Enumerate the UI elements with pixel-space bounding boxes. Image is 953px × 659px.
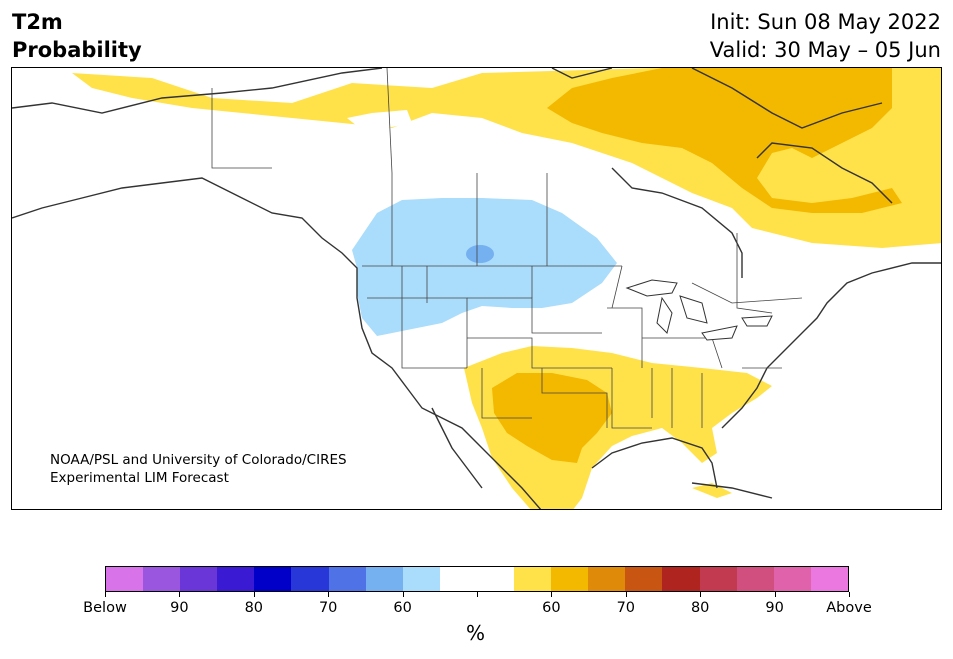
colorbar-tick-label: 60	[542, 600, 561, 616]
political-borders	[211, 68, 803, 429]
great-lakes	[625, 279, 773, 341]
colorbar-tick	[849, 592, 850, 597]
colorbar-tick	[477, 592, 478, 597]
colorbar-tick-label: Above	[826, 600, 872, 616]
colorbar-segment	[254, 567, 292, 591]
colorbar-tick	[700, 592, 702, 597]
colorbar-segment	[402, 567, 440, 591]
colorbar-segment	[699, 567, 737, 591]
colorbar-tick	[328, 592, 330, 597]
colorbar-segment	[736, 567, 774, 591]
colorbar-tick-label: 80	[690, 600, 710, 616]
colorbar-tick-label: 60	[393, 600, 412, 616]
colorbar-segment	[365, 567, 403, 591]
above-70-region-south	[492, 373, 612, 463]
colorbar-segment	[476, 567, 515, 591]
colorbar-segment	[328, 567, 366, 591]
chart-title: T2m Probability	[12, 8, 142, 64]
colorbar-tick	[551, 592, 553, 597]
colorbar-segment	[291, 567, 329, 591]
colorbar-tick-label: 90	[170, 600, 189, 616]
colorbar-tick	[105, 592, 106, 597]
colorbar-tick	[179, 592, 181, 597]
colorbar-segment	[625, 567, 663, 591]
colorbar	[105, 566, 849, 592]
colorbar-tick-label: 90	[765, 600, 784, 616]
colorbar-tick	[402, 592, 404, 597]
colorbar-segment	[662, 567, 700, 591]
below-70-region	[466, 245, 494, 263]
colorbar-segment	[106, 567, 144, 591]
credit-line-2: Experimental LIM Forecast	[50, 470, 229, 486]
probability-map	[12, 68, 941, 509]
credit-line-1: NOAA/PSL and University of Colorado/CIRE…	[50, 452, 347, 468]
colorbar-segment	[143, 567, 181, 591]
title-line-2: Probability	[12, 38, 142, 62]
colorbar-segment	[551, 567, 589, 591]
colorbar-tick	[253, 592, 255, 597]
map-credit: NOAA/PSL and University of Colorado/CIRE…	[50, 451, 347, 487]
colorbar-tick-label: Below	[83, 600, 127, 616]
colorbar-unit: %	[466, 621, 486, 645]
below-60-region	[352, 198, 617, 336]
above-70-region-north	[547, 68, 902, 213]
colorbar-segment	[773, 567, 811, 591]
colorbar-tick-label: 80	[244, 600, 264, 616]
colorbar-segment	[180, 567, 218, 591]
forecast-dates: Init: Sun 08 May 2022 Valid: 30 May – 05…	[710, 8, 941, 64]
colorbar-segment	[217, 567, 255, 591]
title-line-1: T2m	[12, 10, 63, 34]
colorbar-tick-label: 70	[616, 600, 636, 616]
init-date: Init: Sun 08 May 2022	[710, 10, 941, 34]
colorbar-tick-label: 70	[318, 600, 338, 616]
colorbar-segment	[514, 567, 552, 591]
above-60-region-cuba	[692, 483, 732, 498]
map-panel[interactable]: NOAA/PSL and University of Colorado/CIRE…	[11, 67, 942, 510]
colorbar-segment	[588, 567, 626, 591]
colorbar-tick	[774, 592, 776, 597]
colorbar-tick	[625, 592, 627, 597]
colorbar-segment	[810, 567, 848, 591]
white-patch	[347, 110, 412, 130]
coastlines	[12, 68, 941, 509]
valid-date: Valid: 30 May – 05 Jun	[709, 38, 941, 62]
colorbar-segment	[439, 567, 477, 591]
